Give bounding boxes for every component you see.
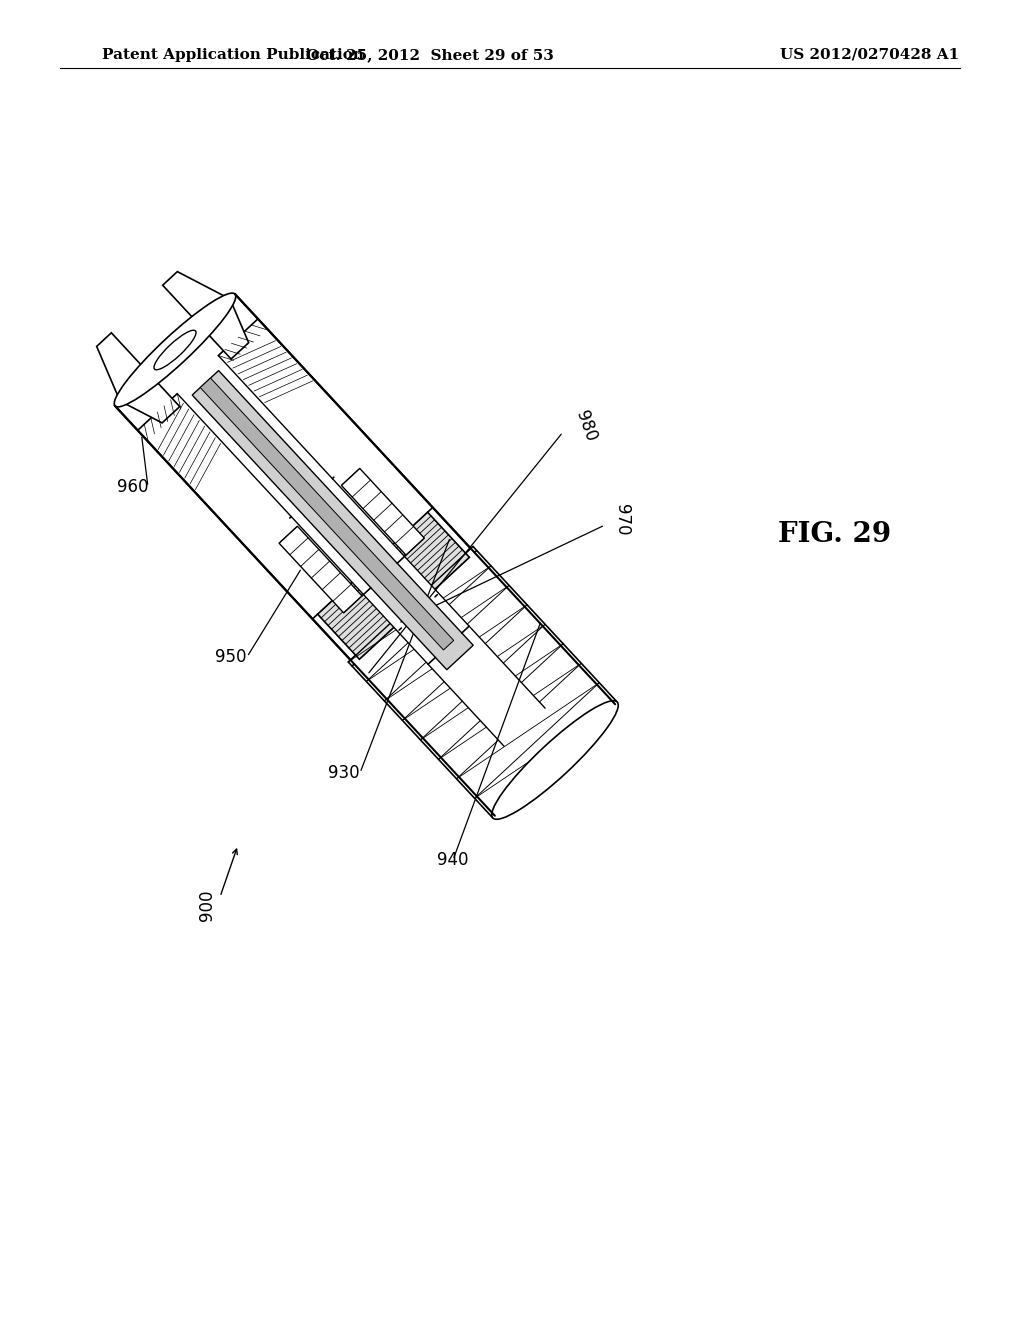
Polygon shape xyxy=(163,272,249,359)
Polygon shape xyxy=(348,546,617,818)
Ellipse shape xyxy=(115,293,236,407)
Text: FIG. 29: FIG. 29 xyxy=(778,521,892,549)
Text: US 2012/0270428 A1: US 2012/0270428 A1 xyxy=(780,48,959,62)
Text: 930: 930 xyxy=(329,764,360,781)
Ellipse shape xyxy=(492,701,618,820)
Text: 900: 900 xyxy=(198,890,216,921)
Polygon shape xyxy=(201,378,454,649)
Polygon shape xyxy=(96,333,180,422)
Text: 970: 970 xyxy=(613,504,631,536)
Polygon shape xyxy=(177,355,545,746)
Polygon shape xyxy=(341,469,424,556)
Polygon shape xyxy=(193,371,473,669)
Text: 940: 940 xyxy=(437,851,469,869)
Text: Oct. 25, 2012  Sheet 29 of 53: Oct. 25, 2012 Sheet 29 of 53 xyxy=(306,48,554,62)
Text: 980: 980 xyxy=(572,408,600,444)
Polygon shape xyxy=(317,512,469,659)
Text: 960: 960 xyxy=(117,478,148,496)
Ellipse shape xyxy=(154,330,196,370)
Polygon shape xyxy=(280,527,362,612)
Text: Patent Application Publication: Patent Application Publication xyxy=(102,48,364,62)
Polygon shape xyxy=(115,294,615,816)
Text: 950: 950 xyxy=(215,648,247,667)
